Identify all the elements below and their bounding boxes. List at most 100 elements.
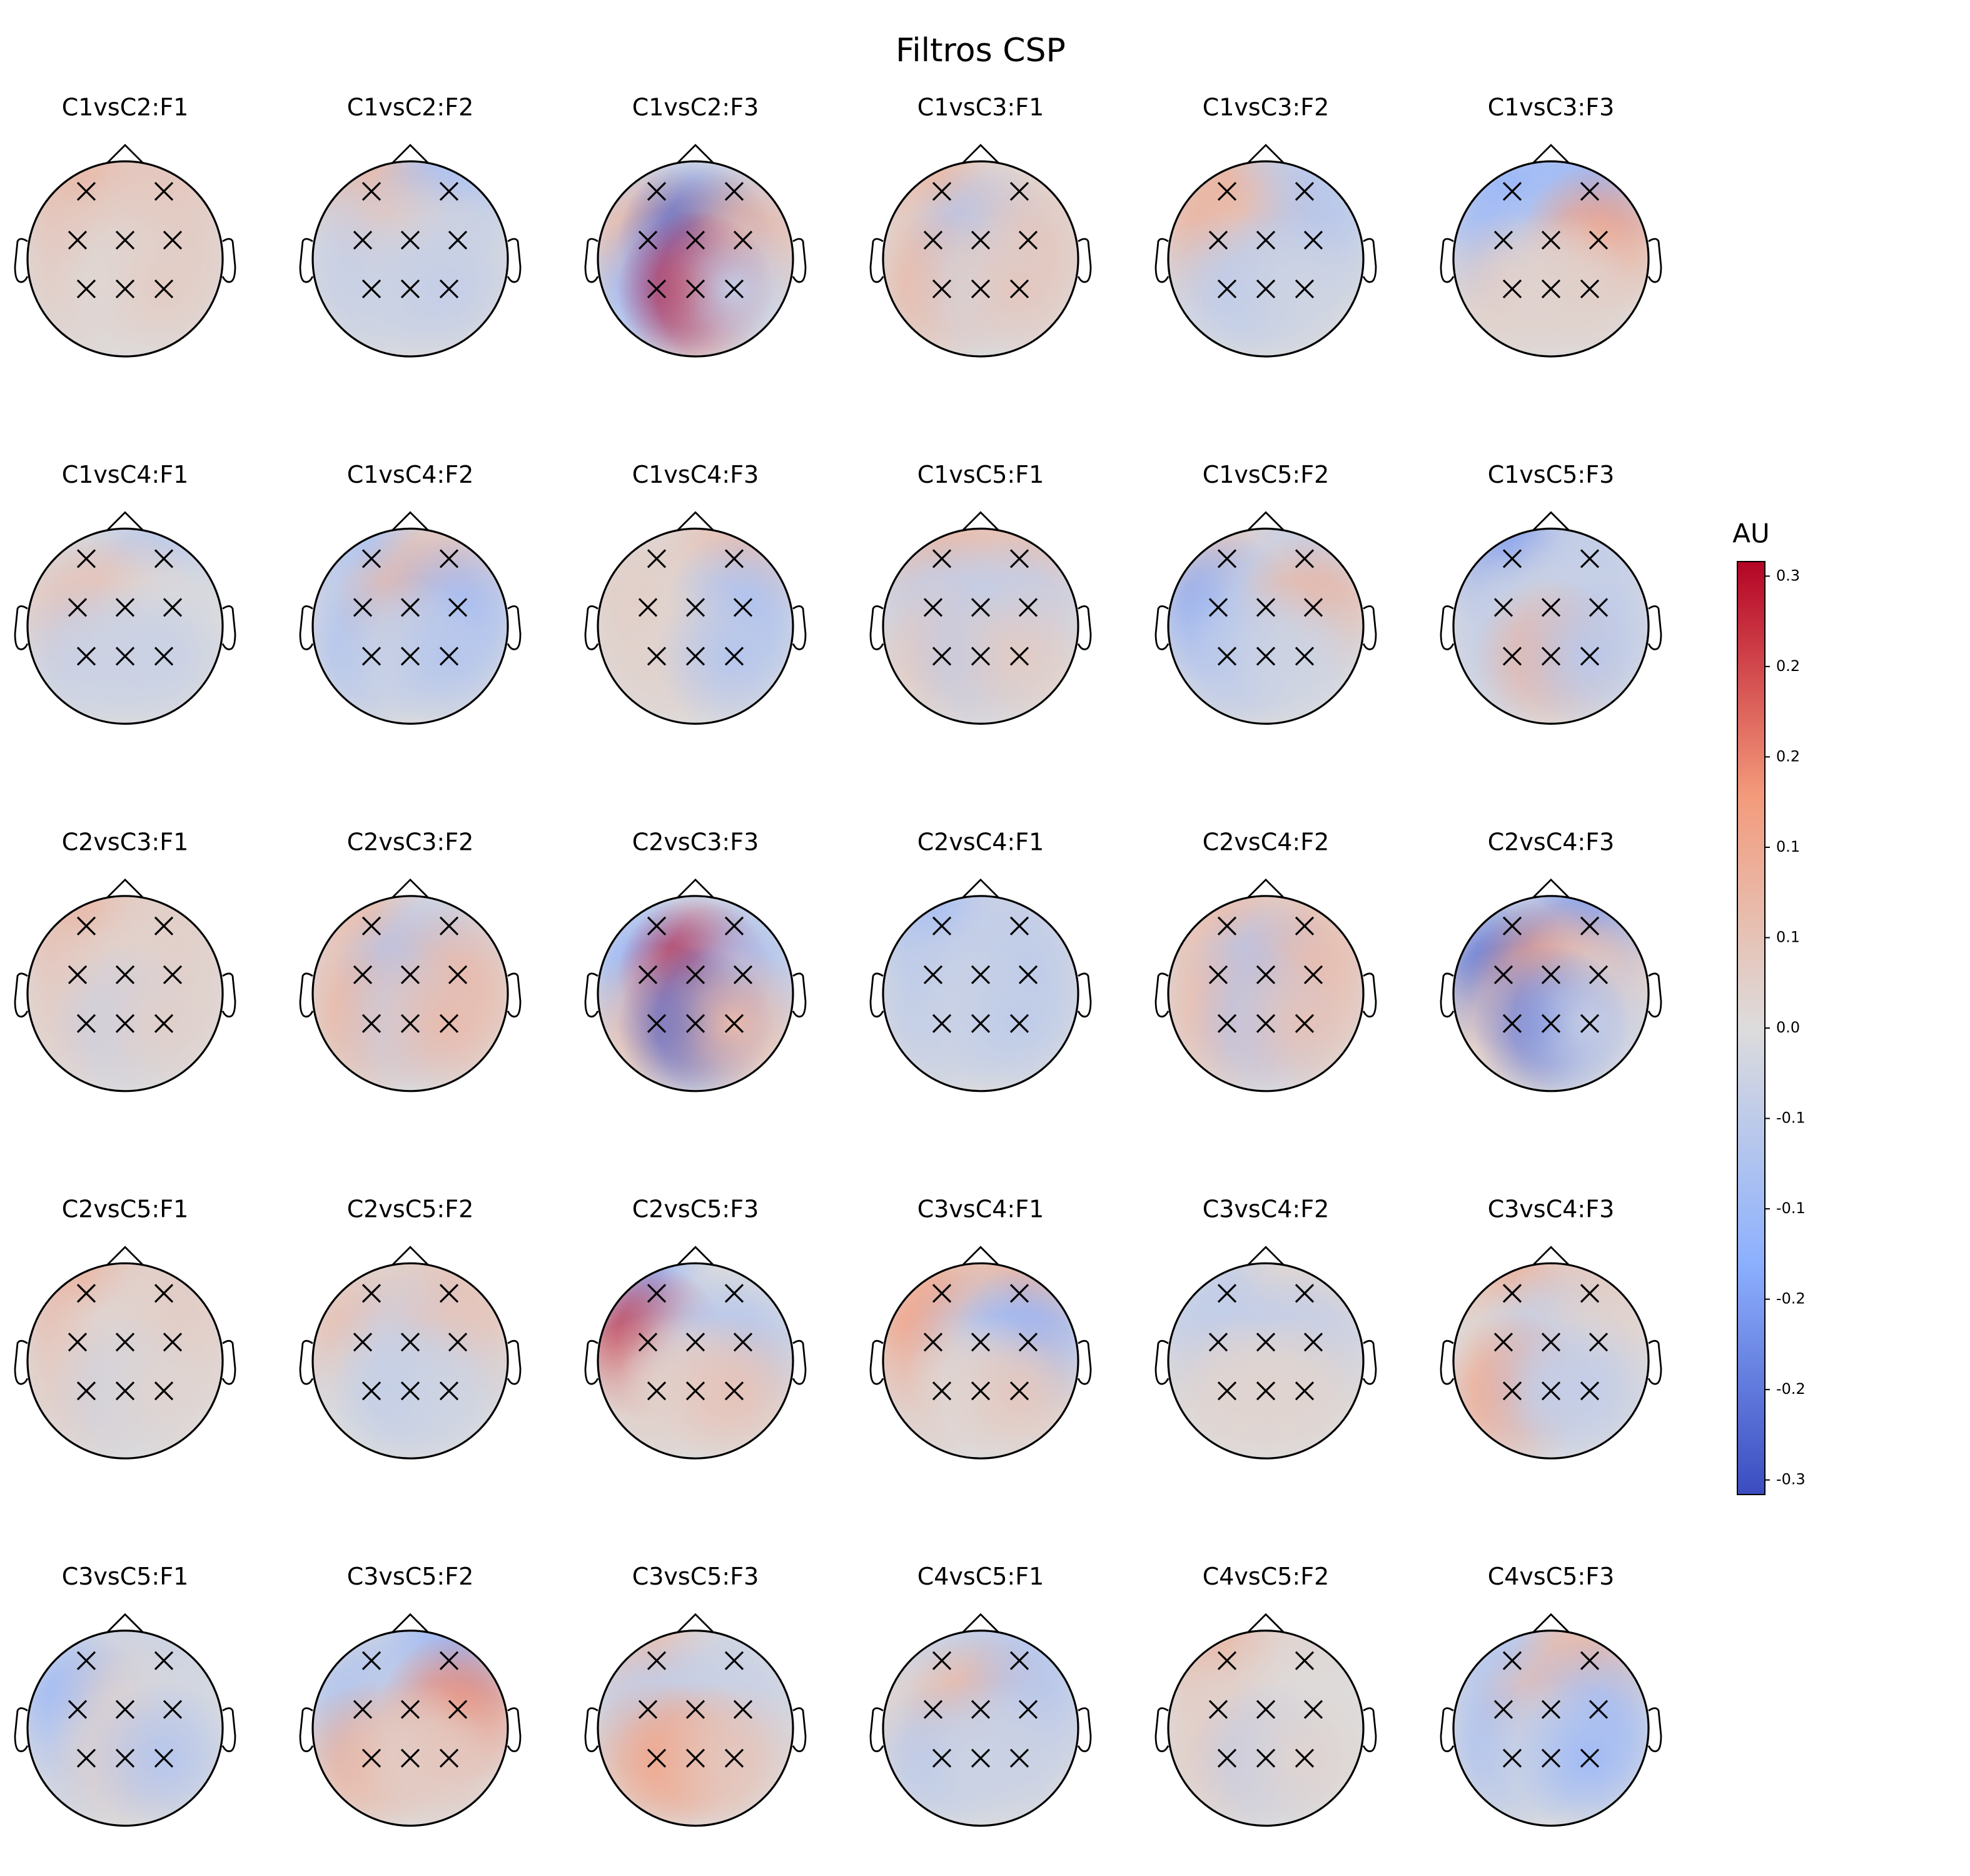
sensor-marker <box>1502 1748 1522 1768</box>
sensor-marker <box>76 181 96 201</box>
sensor-marker <box>733 230 753 250</box>
sensor-marker <box>361 1651 381 1670</box>
sensor-marker <box>1256 965 1276 984</box>
sensor-marker <box>1580 549 1600 568</box>
sensor-marker <box>1217 1284 1237 1303</box>
sensor-marker <box>1493 1333 1513 1352</box>
sensor-marker <box>1009 181 1029 201</box>
sensor-marker <box>1217 279 1237 299</box>
nose <box>962 511 999 531</box>
map-title: C2vsC4:F2 <box>1203 828 1330 855</box>
sensor-marker <box>1256 1333 1276 1352</box>
sensor-marker <box>638 1700 658 1719</box>
head-outline <box>311 1630 509 1827</box>
sensor-marker <box>932 1748 952 1768</box>
sensor-marker <box>154 279 174 299</box>
map-title: C1vsC5:F2 <box>1203 461 1330 488</box>
sensor-marker <box>1502 549 1522 568</box>
sensor-marker <box>932 1651 952 1670</box>
map-title: C2vsC5:F2 <box>347 1196 474 1223</box>
sensor-marker <box>1208 598 1228 617</box>
sensor-marker <box>971 1381 991 1401</box>
nose <box>1533 878 1569 898</box>
colorbar-tick-label: 0.1 <box>1776 928 1800 946</box>
sensor-marker <box>361 1014 381 1033</box>
head-outline <box>1167 895 1365 1092</box>
sensor-marker <box>1256 279 1276 299</box>
sensor-marker <box>1541 1014 1561 1033</box>
ear <box>507 1339 522 1385</box>
sensor-marker <box>1580 181 1600 201</box>
ear <box>221 972 236 1018</box>
sensor-marker <box>439 1381 459 1401</box>
sensor-marker <box>1256 1748 1276 1768</box>
sensor-marker <box>163 598 183 617</box>
colorbar <box>1737 561 1765 1495</box>
sensor-marker <box>154 1748 174 1768</box>
sensor-marker <box>76 279 96 299</box>
sensor-marker <box>1502 1651 1522 1670</box>
sensor-marker <box>971 1333 991 1352</box>
sensor-marker <box>1295 1651 1315 1670</box>
colorbar-tick-label: 0.0 <box>1776 1019 1800 1036</box>
nose <box>392 1246 428 1266</box>
sensor-marker <box>76 1748 96 1768</box>
map-title: C1vsC3:F2 <box>1203 94 1330 121</box>
sensor-marker <box>1256 1381 1276 1401</box>
sensor-marker <box>448 1700 468 1719</box>
sensor-marker <box>685 1381 705 1401</box>
sensor-marker <box>932 1014 952 1033</box>
head-outline <box>597 160 794 358</box>
sensor-marker <box>115 1700 135 1719</box>
sensor-marker <box>1502 647 1522 666</box>
sensor-marker <box>932 549 952 568</box>
sensor-marker <box>685 598 705 617</box>
sensor-marker <box>1502 1014 1522 1033</box>
sensor-marker <box>1208 1700 1228 1719</box>
nose <box>1533 1246 1569 1266</box>
sensor-marker <box>1208 230 1228 250</box>
sensor-marker <box>724 916 744 935</box>
sensor-marker <box>439 1014 459 1033</box>
sensor-marker <box>724 549 744 568</box>
sensor-marker <box>971 279 991 299</box>
sensor-marker <box>647 647 667 666</box>
ear <box>1154 605 1169 650</box>
sensor-marker <box>76 647 96 666</box>
head-outline <box>1167 1630 1365 1827</box>
sensor-marker <box>1541 1333 1561 1352</box>
nose <box>107 144 143 163</box>
sensor-marker <box>1502 279 1522 299</box>
ear <box>1154 1339 1169 1385</box>
sensor-marker <box>724 279 744 299</box>
sensor-marker <box>1018 1333 1038 1352</box>
nose <box>392 144 428 163</box>
sensor-marker <box>1009 1748 1029 1768</box>
sensor-marker <box>1295 181 1315 201</box>
map-title: C3vsC4:F2 <box>1203 1196 1330 1223</box>
nose <box>962 144 999 163</box>
sensor-marker <box>1493 230 1513 250</box>
sensor-marker <box>1295 916 1315 935</box>
map-title: C3vsC4:F3 <box>1488 1196 1615 1223</box>
sensor-marker <box>923 230 943 250</box>
map-title: C1vsC2:F2 <box>347 94 474 121</box>
head-outline <box>26 527 224 725</box>
sensor-marker <box>647 1748 667 1768</box>
ear <box>14 1707 29 1752</box>
ear <box>1647 605 1662 650</box>
sensor-marker <box>647 1651 667 1670</box>
nose <box>1248 144 1284 163</box>
sensor-marker <box>115 965 135 984</box>
sensor-marker <box>733 598 753 617</box>
ear <box>1647 1707 1662 1752</box>
ear <box>1154 238 1169 283</box>
head-outline <box>882 160 1079 358</box>
sensor-marker <box>361 1381 381 1401</box>
sensor-marker <box>361 647 381 666</box>
nose <box>677 144 714 163</box>
sensor-marker <box>439 1284 459 1303</box>
ear <box>1077 1339 1092 1385</box>
sensor-marker <box>1493 965 1513 984</box>
topomap <box>28 1263 223 1459</box>
